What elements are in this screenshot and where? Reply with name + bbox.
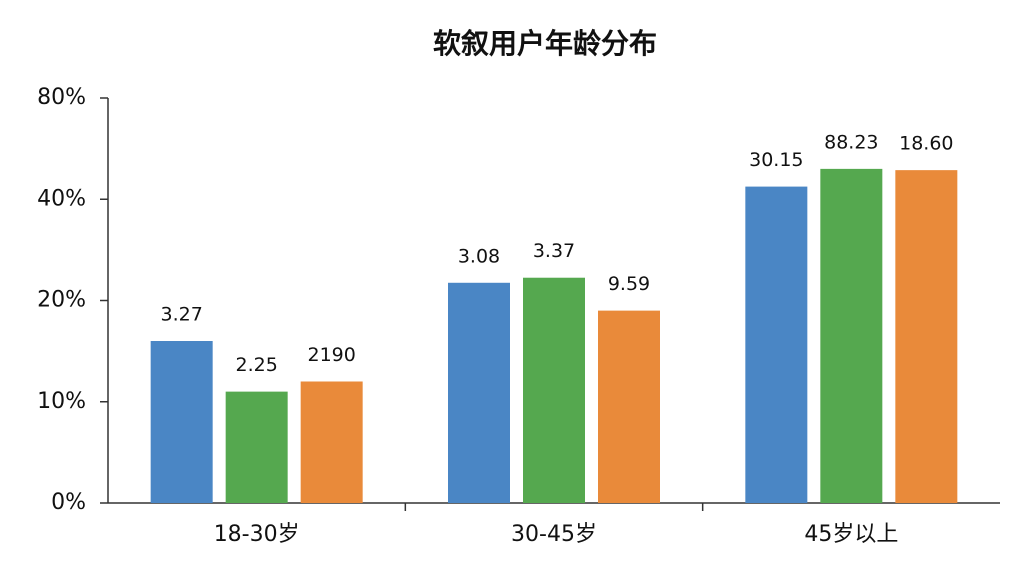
bar-label: 88.23 — [824, 131, 878, 153]
bar-label: 9.59 — [608, 273, 650, 295]
bar-label: 3.37 — [533, 240, 575, 262]
y-tick-label: 40% — [37, 186, 86, 211]
bar — [225, 391, 288, 503]
bar-label: 3.27 — [161, 304, 203, 326]
x-tick-label: 45岁以上 — [804, 522, 898, 547]
bar — [895, 170, 958, 503]
bar — [598, 310, 660, 503]
bar — [820, 168, 883, 503]
bar-label: 18.60 — [899, 133, 953, 155]
bar-label: 2190 — [307, 344, 355, 366]
bar — [300, 381, 363, 503]
bar-label: 3.08 — [458, 245, 500, 267]
bar — [448, 282, 510, 503]
chart-title: 软叙用户年龄分布 — [433, 27, 657, 60]
bar-label: 2.25 — [236, 354, 278, 376]
x-tick-label: 30-45岁 — [511, 522, 597, 547]
y-tick-label: 80% — [37, 85, 86, 110]
x-tick-label: 18-30岁 — [214, 522, 300, 547]
bar — [150, 341, 213, 503]
y-tick-label: 0% — [51, 490, 86, 515]
y-tick-label: 20% — [37, 288, 86, 313]
y-tick-label: 10% — [37, 389, 86, 414]
bar-label: 30.15 — [749, 149, 803, 171]
bar — [523, 277, 585, 503]
bar — [745, 186, 808, 503]
